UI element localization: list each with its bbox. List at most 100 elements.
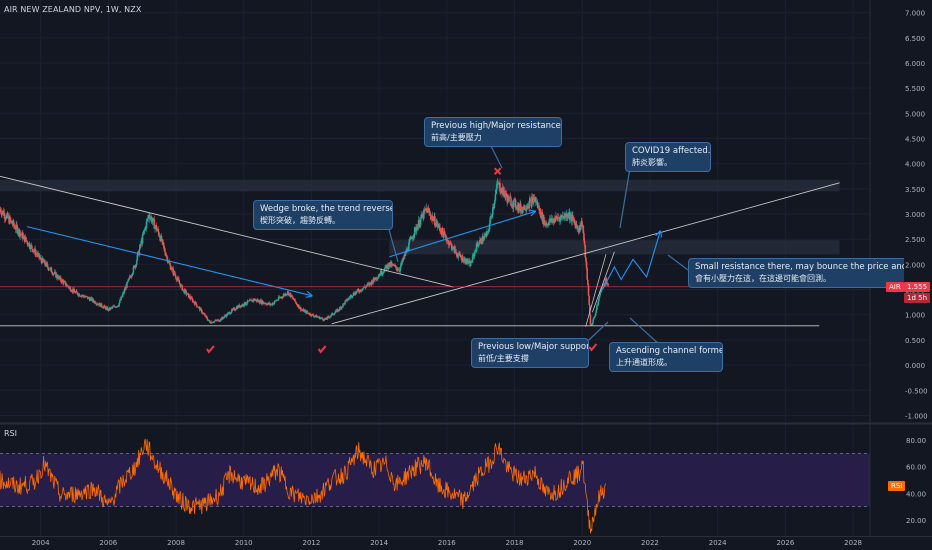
candle-body: [42, 258, 44, 261]
candle-body: [365, 285, 368, 287]
candle-body: [45, 262, 48, 267]
candle-body: [253, 298, 256, 301]
candle-body: [158, 235, 161, 238]
candle-body: [17, 233, 20, 234]
candle-body: [269, 303, 271, 305]
candle-body: [201, 309, 203, 313]
candle-body: [134, 264, 137, 269]
candle-body: [424, 208, 426, 211]
candle-body: [582, 225, 585, 234]
candle-body: [154, 226, 156, 229]
candle-body: [153, 219, 156, 229]
candle-body: [65, 285, 68, 287]
candle-body: [459, 253, 462, 257]
candle-body: [130, 275, 133, 278]
candle-body: [120, 296, 123, 298]
candle-body: [544, 220, 546, 226]
candle-body: [437, 225, 439, 227]
candle-body: [400, 263, 403, 264]
candle-body: [563, 215, 566, 219]
candle-body: [335, 310, 337, 313]
candle-body: [450, 243, 452, 245]
candle-body: [88, 297, 90, 299]
callout-prev-high-en: Previous high/Major resistance.: [431, 121, 562, 131]
candle-body: [122, 292, 125, 294]
candle-body: [573, 219, 575, 222]
candle-body: [144, 227, 146, 230]
candle-body: [445, 235, 447, 239]
candle-body: [312, 314, 314, 316]
candle-body: [48, 269, 51, 271]
candle-body: [515, 207, 518, 209]
candle-body: [575, 224, 577, 229]
candle-body: [312, 315, 315, 317]
callout-small-resistance: Small resistance there, may bounce the p…: [688, 258, 904, 288]
candle-body: [534, 197, 537, 203]
resistance-zone: [0, 179, 840, 192]
candle-body: [327, 316, 330, 318]
candle-body: [33, 250, 35, 252]
candle-body: [38, 253, 40, 258]
candle-body: [599, 290, 602, 296]
candle-body: [338, 309, 340, 311]
callout-wedge-zh: 楔形突破，趨勢反轉。: [260, 216, 340, 225]
candle-body: [579, 226, 582, 230]
candle-body: [344, 301, 346, 305]
candle-body: [436, 221, 439, 227]
candle-body: [528, 200, 531, 209]
candle-body: [369, 282, 372, 284]
candle-body: [198, 306, 201, 308]
candle-body: [330, 314, 333, 316]
candle-body: [307, 312, 310, 315]
candle-body: [331, 313, 334, 315]
candle-body: [546, 223, 549, 225]
candle-body: [30, 244, 33, 246]
candle-body: [536, 202, 539, 208]
candle-body: [200, 308, 202, 310]
candle-body: [288, 293, 290, 295]
candle-body: [362, 287, 365, 289]
rsi-line: [0, 438, 606, 534]
candle-body: [212, 322, 215, 324]
time-tick-label: 2004: [32, 539, 50, 547]
candle-body: [213, 321, 215, 323]
time-tick-label: 2012: [303, 539, 321, 547]
candle-body: [311, 314, 313, 316]
candle-body: [542, 214, 545, 225]
candle-body: [281, 297, 284, 299]
candle-body: [438, 224, 441, 228]
candle-body: [391, 263, 393, 267]
candle-body: [281, 296, 283, 298]
candle-body: [69, 287, 72, 291]
candle-body: [596, 305, 598, 310]
candle-body: [168, 261, 171, 264]
candle-body: [282, 295, 284, 298]
candle-body: [109, 307, 112, 310]
candle-body: [20, 233, 22, 235]
candle-body: [482, 236, 484, 241]
candle-body: [471, 255, 474, 262]
candle-body: [195, 304, 198, 307]
candle-body: [505, 192, 508, 197]
candle-body: [575, 224, 578, 226]
candle-body: [227, 313, 229, 316]
candle-body: [121, 294, 124, 297]
callout-channel-pointer: [629, 317, 661, 346]
candle-body: [132, 272, 134, 275]
candle-body: [84, 296, 87, 298]
candle-body: [16, 227, 19, 234]
candle-body: [89, 298, 92, 301]
candle-body: [443, 231, 446, 235]
candle-body: [9, 217, 12, 221]
candle-body: [25, 237, 27, 241]
candle-body: [495, 184, 498, 191]
callout-wedge: Wedge broke, the trend reversed. 楔形突破，趨勢…: [253, 200, 393, 230]
candle-body: [177, 277, 180, 280]
candle-body: [61, 279, 63, 283]
candle-body: [484, 235, 486, 236]
candle-body: [557, 217, 560, 219]
candle-body: [3, 213, 6, 219]
candle-body: [514, 199, 517, 208]
candle-body: [346, 299, 349, 302]
